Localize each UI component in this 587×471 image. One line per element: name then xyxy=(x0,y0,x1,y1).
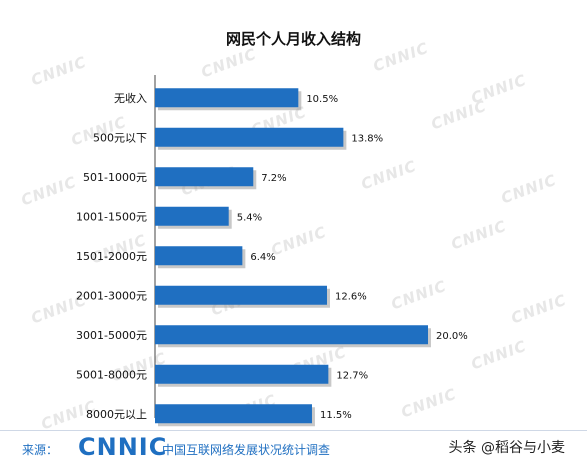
value-label: 20.0% xyxy=(436,331,468,342)
credit-text: 头条 @稻谷与小麦 xyxy=(448,440,565,456)
value-label: 6.4% xyxy=(250,252,275,263)
bars-group: 无收入 10.5% 500元以下 13.8% 501-1000元 7.2% 1001-150… xyxy=(76,88,468,427)
category-label: 2001-3000元 xyxy=(76,289,147,302)
category-label: 1001-1500元 xyxy=(76,210,147,223)
bar-chart: 无收入 10.5% 500元以下 13.8% 501-1000元 7.2% 1001-150… xyxy=(76,75,468,427)
value-label: 5.4% xyxy=(237,212,262,223)
category-label: 500元以下 xyxy=(93,131,147,144)
category-label: 8000元以上 xyxy=(86,408,147,421)
bar-7 xyxy=(155,364,329,384)
value-label: 7.2% xyxy=(261,173,286,184)
value-label: 13.8% xyxy=(351,133,383,144)
footer: 来源： CNNIC 中国互联网络发展状况统计调查 头条 @稻谷与小麦 xyxy=(0,430,587,463)
category-label: 3001-5000元 xyxy=(76,329,147,342)
value-label: 11.5% xyxy=(320,410,352,421)
value-label: 12.7% xyxy=(336,370,368,381)
value-label: 12.6% xyxy=(335,291,367,302)
category-label: 无收入 xyxy=(114,91,147,105)
bar-6 xyxy=(155,325,428,345)
bar-3 xyxy=(155,206,229,226)
bar-8 xyxy=(155,404,312,424)
bar-5 xyxy=(155,285,327,305)
bar-1 xyxy=(155,127,344,147)
bar-2 xyxy=(155,167,254,187)
value-label: 10.5% xyxy=(306,94,338,105)
chart-title: 网民个人月收入结构 xyxy=(225,30,361,48)
source-label: 来源： xyxy=(22,443,59,457)
category-label: 5001-8000元 xyxy=(76,368,147,381)
bar-0 xyxy=(155,88,299,108)
bar-4 xyxy=(155,246,243,266)
source-org: 中国互联网络发展状况统计调查 xyxy=(162,443,331,457)
cnnic-logo: CNNIC xyxy=(78,433,168,461)
category-label: 501-1000元 xyxy=(83,171,147,184)
category-label: 1501-2000元 xyxy=(76,250,147,263)
